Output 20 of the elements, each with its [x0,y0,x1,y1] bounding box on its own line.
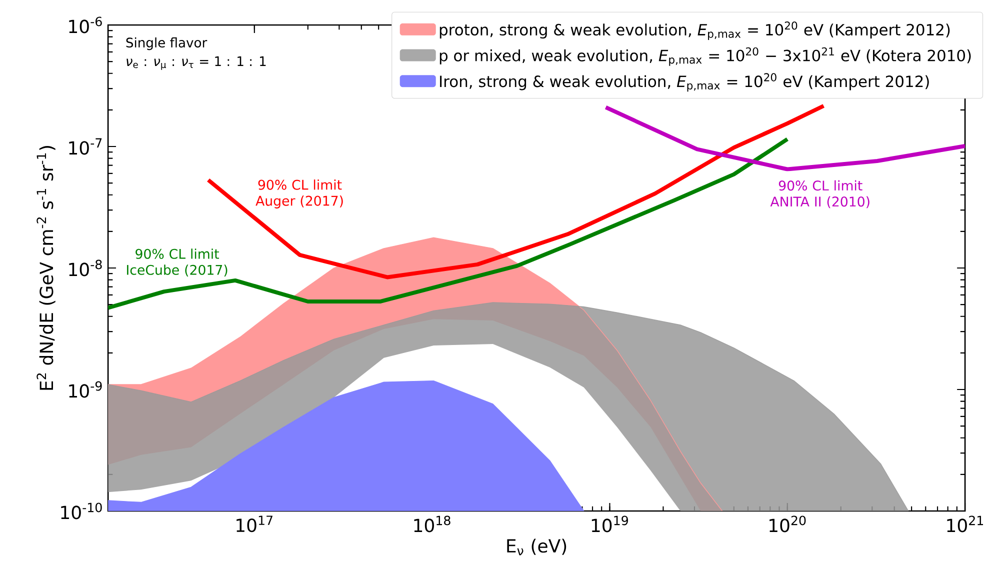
x-tick-label: 10$^{21}$ [947,516,984,532]
x-tick-label: 10$^{18}$ [414,516,450,532]
x-tick-label: 10$^{17}$ [236,516,272,532]
annotation: Single flavor [126,37,208,50]
series-label: 90% CL limit IceCube (2017) [127,248,228,276]
y-tick-label: 10$^{-9}$ [69,381,102,398]
x-axis-title: E$_{ν}$ (eV) [507,538,566,556]
legend-label: proton, strong & weak evolution, E$_{p,max}$ = 10$^{20}$ eV (Kampert 2012) [440,22,950,40]
text: ν$_{e}$ : ν$_{μ}$ : ν$_{τ}$ = 1 : 1 : 1 [126,56,266,70]
y-tick-label: 10$^{-8}$ [69,260,102,276]
legend-label: Iron, strong & weak evolution, E$_{p,max}$ = 10$^{20}$ eV (Kampert 2012) [440,73,929,92]
x-tick-label: 10$^{20}$ [770,516,806,532]
series-label: 90% CL limit ANITA II (2010) [770,180,870,208]
x-tick-label: 10$^{19}$ [592,516,628,532]
y-tick-label: 10$^{-6}$ [69,16,102,34]
y-tick-label: 10$^{-10}$ [61,502,102,520]
y-tick-label: 10$^{-7}$ [69,138,102,155]
series-label: 90% CL limit Auger (2017) [256,180,343,208]
legend-label: p or mixed, weak evolution, E$_{p,max}$ = 10$^{20}$ − 3x10$^{21}$ eV (Kotera 2010) [440,47,971,66]
text: E$^{2}$ dN/dE (GeV cm$^{-2}$ s$^{-1}$ sr$^{-1}$) [36,146,56,390]
